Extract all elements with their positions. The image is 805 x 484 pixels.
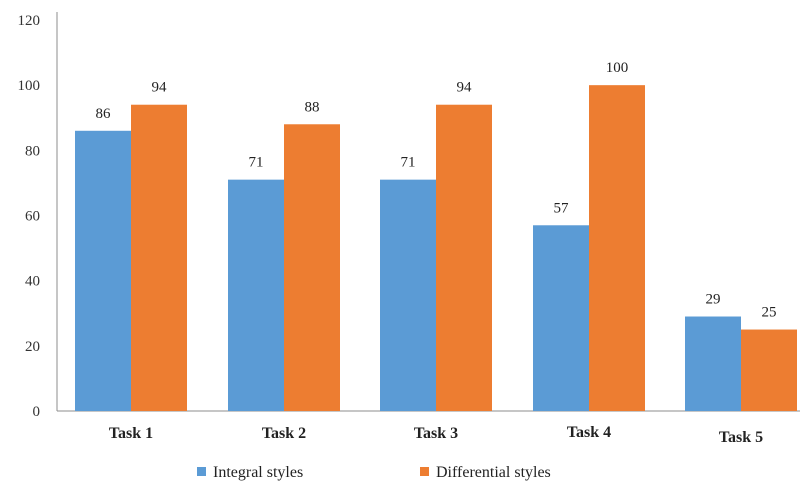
category-label: Task 4 <box>567 424 611 441</box>
bar-differential-3 <box>436 104 492 411</box>
legend-swatch <box>420 467 429 476</box>
data-label: 86 <box>96 106 112 122</box>
y-tick-label: 60 <box>25 209 40 225</box>
data-label: 71 <box>401 155 416 171</box>
legend-label: Differential styles <box>436 464 551 481</box>
bar-differential-5 <box>741 329 797 411</box>
bar-integral-1 <box>75 130 131 412</box>
category-label: Task 5 <box>719 429 763 446</box>
bar-integral-2 <box>228 179 284 411</box>
data-label: 57 <box>554 200 570 216</box>
legend-label: Integral styles <box>213 464 303 481</box>
data-label: 88 <box>305 99 320 115</box>
bar-integral-5 <box>685 316 741 411</box>
category-label: Task 2 <box>262 425 306 442</box>
y-axis: 0 20 40 60 80 100 120 <box>18 12 58 420</box>
data-label: 94 <box>152 80 168 96</box>
bar-differential-1 <box>131 104 187 411</box>
data-label: 25 <box>762 305 777 321</box>
data-labels: 86 71 71 57 29 94 88 94 100 25 <box>96 60 777 320</box>
bar-differential-4 <box>589 85 645 412</box>
y-tick-label: 0 <box>33 404 41 420</box>
category-labels: Task 1 Task 2 Task 3 Task 4 Task 5 <box>109 424 763 446</box>
y-tick-label: 20 <box>25 339 40 355</box>
y-tick-label: 100 <box>18 78 41 94</box>
bar-integral-3 <box>380 179 436 411</box>
bars <box>75 85 797 412</box>
data-label: 71 <box>249 155 264 171</box>
bar-differential-2 <box>284 124 340 412</box>
category-label: Task 1 <box>109 425 153 442</box>
y-tick-label: 120 <box>18 13 41 29</box>
y-tick-label: 40 <box>25 274 40 290</box>
y-tick-label: 80 <box>25 143 40 159</box>
legend-swatch <box>197 467 206 476</box>
data-label: 29 <box>706 292 721 308</box>
category-label: Task 3 <box>414 425 458 442</box>
bar-integral-4 <box>533 225 589 411</box>
data-label: 100 <box>606 60 629 76</box>
data-label: 94 <box>457 80 473 96</box>
legend: Integral styles Differential styles <box>197 464 551 481</box>
